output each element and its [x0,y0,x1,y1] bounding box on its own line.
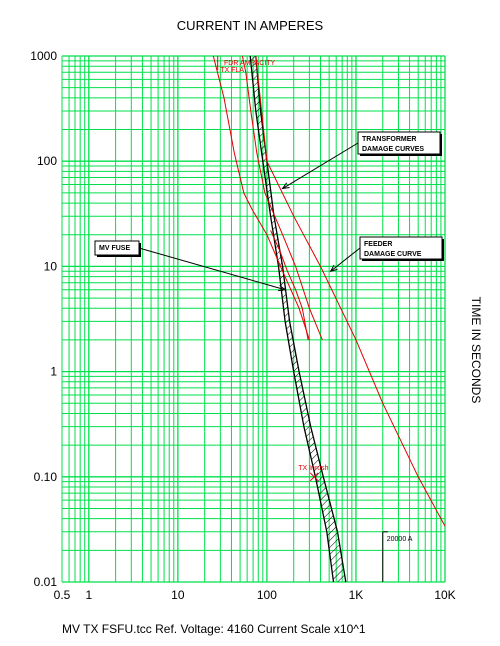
x-tick-label: 10K [434,588,455,602]
callout-arrowhead [329,264,338,273]
inrush-marker [309,472,319,482]
x-tick-label: 10 [171,588,185,602]
chart-title: CURRENT IN AMPERES [176,18,324,33]
callout-arrowhead [281,182,290,190]
inrush-label: TX Inrush [298,465,328,472]
y-tick-label: 1000 [30,49,57,63]
x-tick-label: 1 [85,588,92,602]
y-tick-label: 0.10 [34,470,58,484]
curves [212,55,446,583]
x-tick-label: 1K [349,588,364,602]
footer-caption: MV TX FSFU.tcc Ref. Voltage: 4160 Curren… [62,622,366,636]
callout-arrowhead [278,284,287,292]
callout-text: DAMAGE CURVE [364,251,422,258]
curve-tx_damage_1 [241,55,323,341]
curve-feeder_damage [255,55,446,527]
callout-arrow [282,142,359,189]
grid [61,55,446,583]
callout-arrow [330,247,361,272]
x-tick-label: 100 [257,588,277,602]
fdr-ampacity-label: FDR AMPACITY [224,60,276,67]
tx-fla-label: TX FLA [220,67,244,74]
y-tick-label: 100 [37,154,57,168]
y-tick-label: 1 [50,365,57,379]
x-tick-label: 0.5 [54,588,71,602]
curve-fuse_max [255,55,347,583]
curve-fuse_min [249,55,335,583]
callout-text: DAMAGE CURVES [362,146,424,153]
y-tick-label: 0.01 [34,575,58,589]
fault-marker-label: 20000 A [387,536,413,543]
tick-labels: 0.5 1 10 100 1K 10K 1000 100 10 1 0.10 0.01 [30,49,455,602]
curve-tx_damage_2 [212,55,310,341]
callout-text: MV FUSE [99,245,130,252]
callout-arrow [138,247,286,291]
curve-tx_damage_3 [270,230,309,340]
markers: TX Inrush 20000 A [298,465,413,582]
callout-text: TRANSFORMER [362,136,416,143]
callout-text: FEEDER [364,241,392,248]
y-tick-label: 10 [44,259,58,273]
